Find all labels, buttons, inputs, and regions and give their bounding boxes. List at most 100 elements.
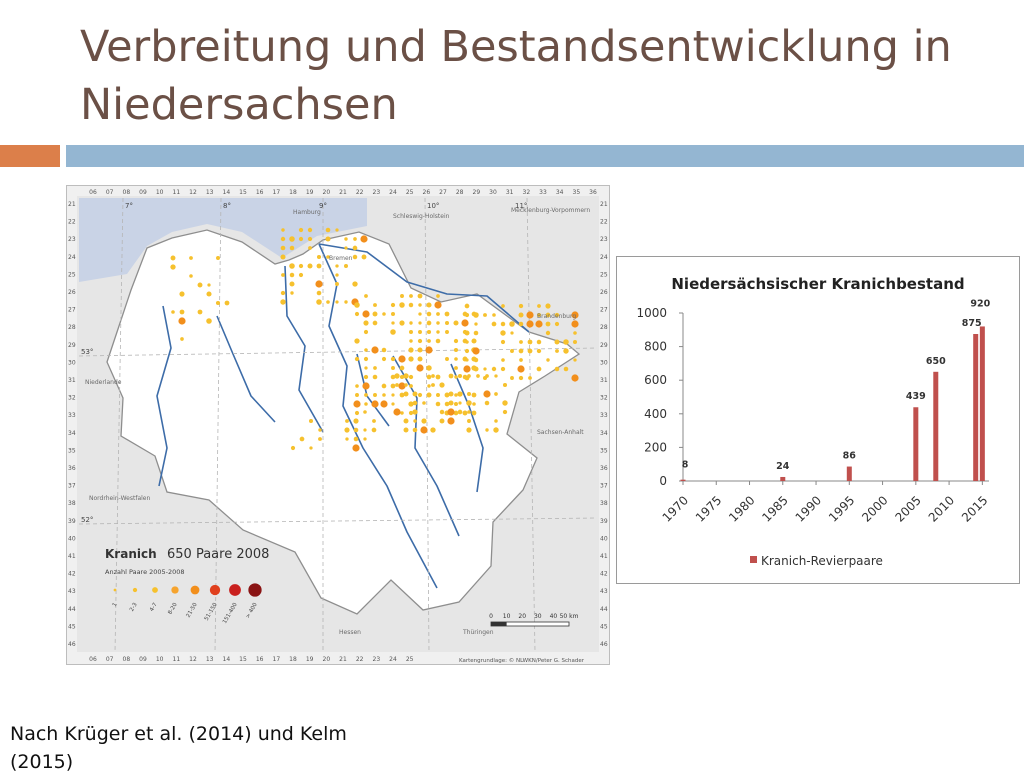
top-tick-label: 24 (389, 189, 397, 196)
top-tick-label: 14 (223, 189, 231, 196)
territory-dot (298, 272, 304, 278)
territory-dot (352, 444, 360, 452)
territory-dot (409, 330, 413, 334)
territory-dot (447, 417, 455, 425)
territory-dot (344, 427, 350, 433)
territory-dot (381, 383, 387, 389)
y-tick-label: 200 (644, 440, 667, 454)
territory-dot (444, 311, 450, 317)
territory-dot (426, 392, 432, 398)
bottom-tick-label: 14 (223, 656, 231, 663)
territory-dot (417, 356, 423, 362)
territory-dot (463, 365, 471, 373)
left-tick-label: 45 (68, 623, 76, 630)
territory-dot (426, 374, 432, 380)
territory-dot (447, 408, 455, 416)
legend-class-label: 4-7 (149, 602, 159, 613)
territory-dot (354, 356, 360, 362)
bottom-tick-label: 15 (239, 656, 247, 663)
territory-dot (189, 274, 193, 278)
territory-dot (353, 400, 361, 408)
y-axis: 0 200 400 600 800 1000 (636, 306, 684, 488)
territory-dot (371, 400, 379, 408)
right-tick-label: 41 (600, 553, 608, 560)
territory-dot (308, 246, 312, 250)
territory-dot (418, 312, 422, 316)
bottom-tick-label: 11 (173, 656, 181, 663)
territory-dot (391, 321, 395, 325)
territory-dot (422, 401, 426, 405)
territory-dot (453, 347, 459, 353)
right-tick-label: 35 (600, 447, 608, 454)
territory-dot (472, 402, 476, 406)
territory-dot (345, 419, 349, 423)
territory-dot (545, 312, 551, 318)
territory-dot (412, 391, 418, 397)
territory-dot (526, 320, 534, 328)
territory-dot (189, 256, 193, 260)
territory-dot (409, 339, 413, 343)
bar-series (680, 326, 985, 481)
territory-dot (326, 300, 330, 304)
left-tick-label: 44 (68, 606, 76, 613)
territory-dot (431, 383, 435, 387)
bar-label-1985: 24 (776, 461, 790, 472)
territory-dot (325, 227, 331, 233)
territory-dot (354, 311, 360, 317)
territory-dot (517, 365, 525, 373)
river-ems (156, 305, 172, 487)
bar-label-2015: 920 (970, 298, 990, 309)
territory-dot (554, 366, 560, 372)
coord-8: 8° (223, 202, 231, 210)
territory-dot (444, 401, 450, 407)
bottom-tick-label: 07 (106, 656, 114, 663)
bottom-tick-label: 12 (189, 656, 197, 663)
right-tick-label: 40 (600, 535, 608, 542)
territory-dot (418, 303, 422, 307)
territory-dot (316, 299, 322, 305)
legend-label: Kranich-Revierpaare (761, 554, 883, 568)
territory-dot (527, 339, 533, 345)
scale-label: 20 (518, 613, 526, 620)
scale-label: 10 (503, 613, 511, 620)
left-tick-label: 37 (68, 483, 76, 490)
territory-dot (409, 384, 413, 388)
territory-dot (280, 236, 286, 242)
territory-dot (325, 236, 331, 242)
territory-dot (417, 347, 423, 353)
bar-1970 (680, 479, 686, 481)
legend-class-dot (132, 587, 138, 593)
territory-dot (484, 400, 490, 406)
territory-dot (345, 437, 349, 441)
territory-dot (373, 366, 377, 370)
territory-dot (307, 227, 313, 233)
bar-2008 (933, 371, 939, 481)
territory-dot (215, 300, 221, 306)
territory-dot (363, 437, 367, 441)
territory-dot (466, 400, 472, 406)
territory-dot (289, 263, 295, 269)
territory-dot (381, 347, 387, 353)
territory-dot (390, 329, 396, 335)
territory-dot (483, 390, 491, 398)
territory-dot (412, 409, 418, 415)
top-tick-label: 08 (123, 189, 131, 196)
y-tick-label: 600 (644, 373, 667, 387)
territory-dot (290, 291, 294, 295)
territory-dot (425, 346, 433, 354)
territory-dot (363, 329, 369, 335)
y-tick-label: 800 (644, 340, 667, 354)
territory-dot (472, 347, 480, 355)
territory-dot (434, 301, 442, 309)
territory-dot (362, 310, 370, 318)
territory-dot (395, 383, 399, 387)
territory-dot (170, 264, 176, 270)
territory-dot (318, 437, 322, 441)
territory-dot (399, 302, 405, 308)
bar-label-1995: 86 (843, 451, 857, 462)
territory-dot (353, 418, 359, 424)
bottom-tick-label: 16 (256, 656, 264, 663)
territory-dot (403, 418, 409, 424)
legend-class-dot (229, 584, 241, 596)
x-tick-label: 1980 (726, 493, 757, 524)
